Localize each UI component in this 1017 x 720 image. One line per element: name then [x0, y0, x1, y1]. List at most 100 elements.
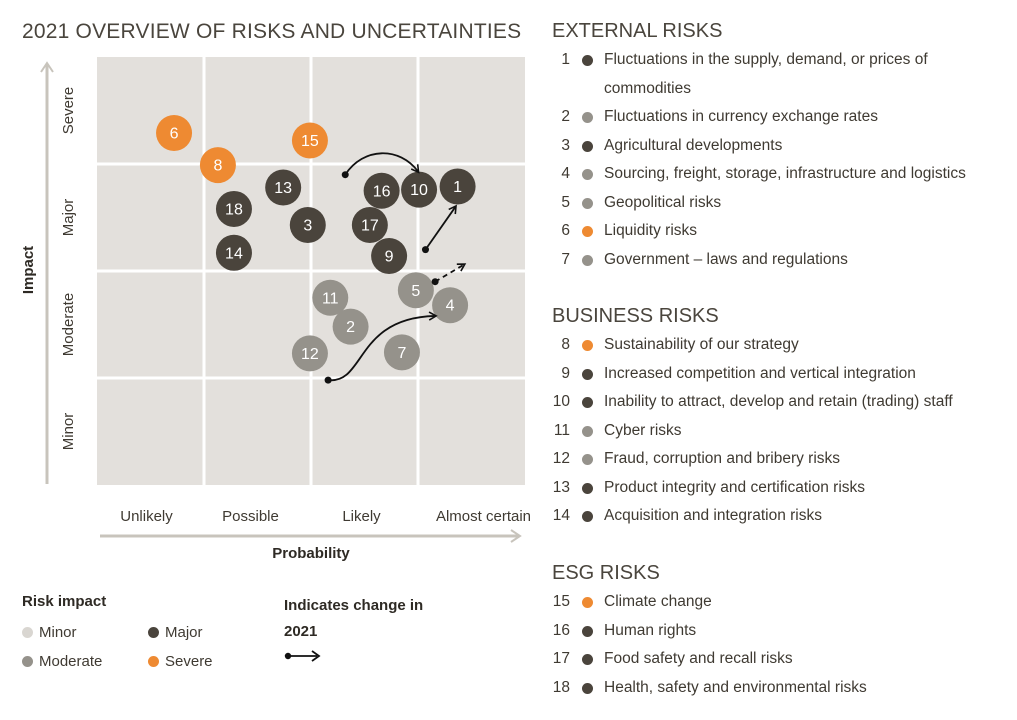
change-arrows [324, 152, 467, 384]
risk-label: Human rights [604, 621, 697, 639]
legend-label-major: Major [165, 624, 203, 641]
moderate-dot-icon [582, 454, 593, 465]
esg-risks-section: ESG RISKS 15 Climate change 16 Human rights… [552, 562, 1012, 702]
major-dot-icon [582, 368, 593, 380]
risk-bubble-circle [156, 114, 193, 151]
major-dot-icon [582, 55, 593, 66]
risk-item: 17 Food safety and recall risks [552, 645, 1012, 674]
risk-bubble-10: 10 [401, 171, 438, 208]
major-dot-icon [582, 140, 593, 152]
risk-bubble-15: 15 [291, 122, 328, 159]
risk-label: Liquidity risks [604, 222, 698, 239]
risk-bubble-label: 2 [346, 319, 355, 336]
risk-bubble-circle [363, 172, 400, 209]
risk-number: 1 [561, 51, 570, 68]
severe-dot-icon [148, 656, 159, 667]
risk-label: Sustainability of our strategy [604, 336, 799, 353]
risk-bubble-label: 6 [170, 125, 179, 142]
risk-item: 9 Increased competition and vertical inte… [552, 360, 1012, 389]
risk-label: Inability to attract, develop and retain… [604, 393, 953, 410]
severe-dot-icon [582, 597, 593, 608]
risk-item: 12 Fraud, corruption and bribery risks [552, 445, 1012, 474]
legend-item-moderate: Moderate [22, 653, 102, 670]
risk-bubble-1: 1 [439, 168, 476, 205]
risk-number: 10 [552, 393, 570, 410]
risk-item: 14 Acquisition and integration risks [552, 502, 1012, 531]
risk-bubble-label: 12 [301, 346, 319, 363]
risk-bubble-circle [397, 272, 434, 309]
risk-bubble-circle [215, 234, 252, 271]
major-dot-icon [582, 654, 593, 665]
risk-bubble-circle [439, 168, 476, 205]
change-arrow [424, 204, 457, 251]
legend-item-minor: Minor [22, 624, 77, 641]
risk-bubble-12: 12 [291, 335, 328, 372]
moderate-dot-icon [582, 197, 593, 209]
moderate-dot-icon [582, 112, 593, 123]
risk-label: Fluctuations in currency exchange rates [604, 108, 878, 125]
impact-tick-labels: Minor Moderate Major Severe [60, 87, 77, 451]
change-arrow-icon [284, 650, 321, 662]
severe-dot-icon [582, 340, 593, 351]
risk-number: 2 [561, 108, 570, 125]
risk-item: 3 Agricultural developments [552, 132, 1012, 161]
risk-item: 13 Product integrity and certification ri… [552, 474, 1012, 503]
moderate-dot-icon [582, 254, 593, 266]
risk-number: 11 [553, 421, 570, 439]
risk-bubble-16: 16 [363, 172, 400, 209]
minor-dot-icon [22, 627, 33, 638]
risk-bubble-circle [371, 238, 408, 275]
page-title: 2021 OVERVIEW OF RISKS AND UNCERTAINTIES [22, 20, 522, 43]
risk-bubble-label: 7 [397, 345, 406, 362]
risk-item: 15 Climate change [552, 588, 1012, 617]
severe-dot-icon [582, 226, 593, 237]
probability-tick-label: Likely [342, 508, 381, 525]
probability-tick-labels: Unlikely Possible Likely Almost certain [120, 508, 531, 525]
risk-number: 8 [561, 336, 570, 353]
risk-bubble-5: 5 [397, 272, 434, 309]
risk-item: 10 Inability to attract, develop and reta… [552, 388, 1012, 417]
risk-bubble-17: 17 [351, 206, 388, 243]
risk-label: Fluctuations in the supply, demand, or p… [604, 51, 928, 97]
risk-bubble-8: 8 [199, 147, 236, 184]
change-arrow [328, 311, 438, 382]
change-arrow-origin [431, 278, 439, 286]
risk-bubble-circle [432, 287, 469, 324]
risk-label: Agricultural developments [604, 136, 783, 154]
risk-item: 2 Fluctuations in currency exchange rates [552, 103, 1012, 132]
major-dot-icon [582, 625, 593, 637]
moderate-dot-icon [582, 425, 593, 437]
impact-tick-label: Major [60, 199, 77, 237]
moderate-dot-icon [22, 656, 33, 667]
change-arrow [344, 152, 420, 176]
risk-bubble-label: 17 [361, 217, 379, 234]
risk-label: Acquisition and integration risks [604, 507, 822, 524]
risk-number: 17 [552, 650, 570, 667]
matrix-grid-lines [97, 57, 525, 485]
risk-bubble-circle [215, 190, 252, 227]
risk-item: 6 Liquidity risks [552, 217, 1012, 246]
risk-bubble-circle [291, 122, 328, 159]
risk-list: 15 Climate change 16 Human rights 17 Food saf… [552, 588, 1012, 702]
legend-label-moderate: Moderate [39, 653, 103, 670]
legend-item-major: Major [148, 624, 203, 641]
risk-number: 13 [552, 478, 570, 496]
risk-label: Health, safety and environmental risks [604, 678, 867, 696]
section-title: BUSINESS RISKS [552, 305, 719, 327]
major-dot-icon [582, 397, 593, 408]
risk-bubble-label: 10 [410, 182, 428, 199]
risk-bubble-circle [383, 334, 420, 371]
major-dot-icon [582, 682, 593, 694]
risk-number: 9 [561, 364, 570, 382]
risk-item: 16 Human rights [552, 617, 1012, 646]
section-title: EXTERNAL RISKS [552, 20, 723, 42]
risk-bubble-label: 13 [274, 180, 292, 197]
risk-number: 3 [561, 136, 570, 154]
risk-bubble-label: 14 [225, 245, 243, 262]
change-indicator-legend: Indicates change in 2021 [284, 593, 454, 673]
risk-item: 5 Geopolitical risks [552, 189, 1012, 218]
section-title: ESG RISKS [552, 562, 660, 584]
risk-list: 1 Fluctuations in the supply, demand, or … [552, 46, 1012, 274]
legend-label-minor: Minor [39, 624, 77, 641]
